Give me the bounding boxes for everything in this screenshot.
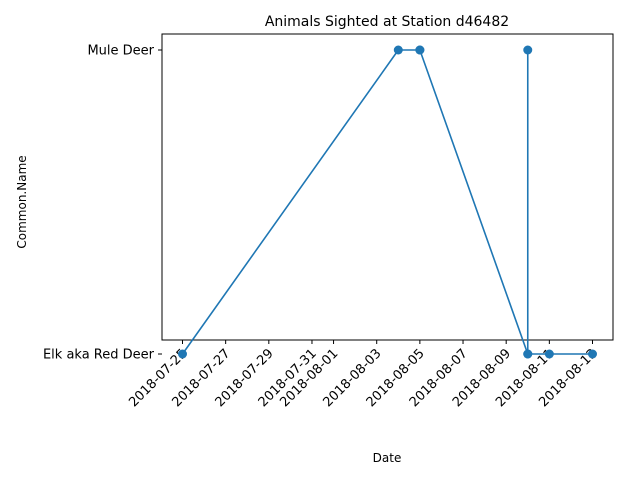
data-point bbox=[415, 45, 425, 55]
data-point bbox=[523, 45, 533, 55]
series-line bbox=[181, 49, 593, 355]
x-axis-label: Date bbox=[373, 451, 402, 465]
data-point bbox=[544, 349, 554, 359]
data-point bbox=[178, 349, 187, 359]
data-point bbox=[393, 45, 403, 55]
data-point bbox=[588, 349, 597, 359]
chart-title: Animals Sighted at Station d46482 bbox=[265, 14, 509, 30]
y-tick-label: Mule Deer bbox=[87, 44, 154, 59]
plot-area-frame bbox=[161, 33, 614, 341]
y-axis-ticks: Elk aka Red Deer Mule Deer bbox=[43, 44, 162, 363]
y-axis-label: Common.Name bbox=[15, 155, 29, 248]
data-point bbox=[523, 349, 533, 359]
y-tick-label: Elk aka Red Deer bbox=[43, 348, 155, 363]
series-layer bbox=[178, 45, 597, 359]
